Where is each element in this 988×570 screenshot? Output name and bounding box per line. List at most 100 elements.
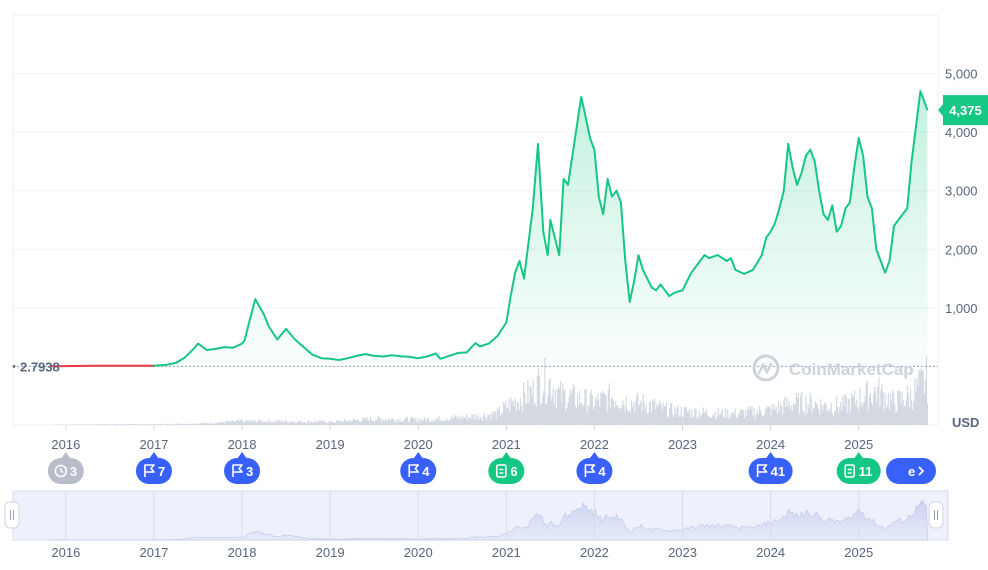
handle-bg [929, 502, 943, 528]
volume-bar [628, 412, 629, 425]
volume-bar [391, 419, 392, 425]
volume-bar [554, 404, 555, 425]
volume-bar [738, 413, 739, 425]
volume-bar [441, 420, 442, 425]
volume-bar [740, 410, 741, 425]
volume-bar [81, 425, 82, 426]
volume-bar [918, 370, 919, 425]
volume-bar [419, 422, 420, 425]
volume-bar [887, 405, 888, 425]
volume-bar [709, 418, 710, 425]
y-tick-label: 1,000 [945, 301, 978, 316]
volume-bar [300, 420, 301, 425]
event-marker-2020-3[interactable]: 4 [400, 452, 436, 484]
volume-bar [299, 421, 300, 425]
volume-bar [639, 403, 640, 425]
navigator-handle-left[interactable] [5, 502, 19, 528]
volume-bar [225, 421, 226, 425]
volume-bar [389, 419, 390, 425]
volume-bar [119, 424, 120, 425]
volume-bar [526, 403, 527, 425]
volume-bar [924, 394, 925, 425]
volume-bar [57, 425, 58, 426]
more-events-button[interactable]: e [886, 458, 936, 484]
volume-bar [607, 411, 608, 425]
volume-bar [601, 394, 602, 425]
volume-bar [377, 416, 378, 425]
volume-bar [915, 392, 916, 425]
volume-bar [528, 403, 529, 425]
volume-bar [319, 420, 320, 425]
volume-bar [248, 422, 249, 425]
volume-bar [489, 414, 490, 425]
event-count: 7 [158, 464, 165, 479]
volume-bar [496, 419, 497, 425]
volume-bar [715, 419, 716, 425]
volume-bar [539, 377, 540, 425]
volume-bar [134, 424, 135, 425]
volume-bar [137, 424, 138, 425]
volume-bar [863, 402, 864, 425]
volume-bar [414, 419, 415, 425]
volume-bar [231, 420, 232, 425]
volume-bar [317, 423, 318, 425]
volume-bar [241, 421, 242, 425]
volume-bar [249, 420, 250, 425]
volume-bar [378, 417, 379, 425]
volume-bar [590, 393, 591, 425]
volume-bar [258, 421, 259, 425]
volume-bar [664, 406, 665, 425]
volume-bar [183, 424, 184, 425]
volume-bar [454, 415, 455, 425]
volume-bar [120, 424, 121, 425]
volume-bar [73, 425, 74, 426]
volume-bar [916, 378, 917, 425]
volume-bar [117, 424, 118, 425]
volume-bar [766, 407, 767, 425]
volume-bar [876, 403, 877, 425]
volume-bar [291, 422, 292, 425]
volume-bar [281, 420, 282, 425]
volume-bar [733, 415, 734, 425]
volume-bar [64, 425, 65, 426]
volume-bar [136, 424, 137, 425]
volume-bar [63, 425, 64, 426]
event-marker-2016-0[interactable]: 3 [48, 452, 84, 484]
volume-bar [665, 407, 666, 425]
event-marker-2024-6[interactable]: 41 [749, 452, 793, 484]
volume-bar [456, 419, 457, 425]
volume-bar [556, 408, 557, 425]
volume-bar [195, 424, 196, 425]
volume-bar [279, 421, 280, 425]
volume-bar [442, 421, 443, 425]
volume-bar [695, 410, 696, 425]
volume-bar [521, 406, 522, 425]
volume-bar [925, 380, 926, 425]
navigator-handle-right[interactable] [929, 502, 943, 528]
event-marker-2022-5[interactable]: 4 [576, 452, 612, 484]
volume-bar [879, 407, 880, 425]
volume-bar [146, 424, 147, 425]
volume-bar [840, 402, 841, 425]
volume-bar [130, 424, 131, 425]
volume-bar [561, 402, 562, 425]
volume-bar [467, 420, 468, 425]
volume-bar [443, 421, 444, 425]
volume-bar [115, 424, 116, 425]
volume-bar [488, 415, 489, 425]
volume-bar [227, 422, 228, 425]
volume-bar [252, 421, 253, 425]
event-marker-pointer [149, 452, 159, 459]
event-marker-2021-4[interactable]: 6 [488, 452, 524, 484]
event-marker-2017-1[interactable]: 7 [136, 452, 172, 484]
start-price-label: 2.7938 [20, 359, 60, 374]
volume-bar [444, 421, 445, 425]
volume-bar [615, 402, 616, 425]
event-count: 11 [859, 464, 873, 479]
volume-bar [773, 409, 774, 425]
volume-bar [355, 420, 356, 425]
event-marker-2025-7[interactable]: 11 [837, 452, 881, 484]
event-marker-2018-2[interactable]: 3 [224, 452, 260, 484]
